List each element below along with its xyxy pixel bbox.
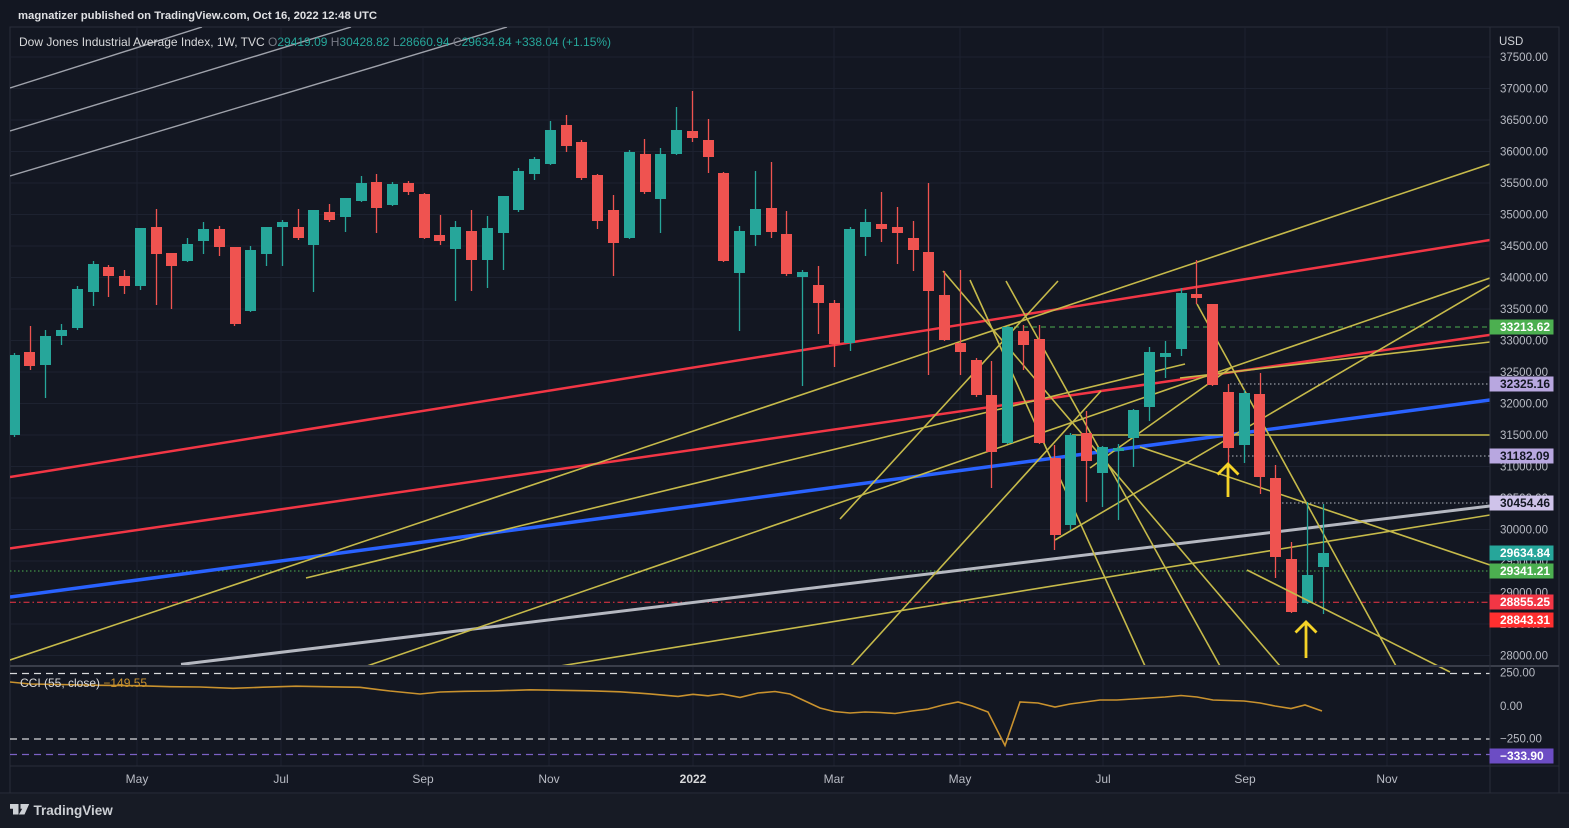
svg-text:Mar: Mar <box>824 772 845 786</box>
svg-text:28855.25: 28855.25 <box>1500 595 1550 609</box>
svg-text:−333.90: −333.90 <box>1500 749 1544 763</box>
svg-text:31000.00: 31000.00 <box>1500 462 1548 474</box>
svg-text:36000.00: 36000.00 <box>1500 147 1548 159</box>
svg-text:35000.00: 35000.00 <box>1500 210 1548 222</box>
svg-text:31500.00: 31500.00 <box>1500 430 1548 442</box>
svg-text:Jul: Jul <box>1095 772 1110 786</box>
svg-text:CCI (55, close) −149.55: CCI (55, close) −149.55 <box>20 676 147 690</box>
svg-text:−250.00: −250.00 <box>1500 734 1542 746</box>
svg-text:Sep: Sep <box>412 772 434 786</box>
svg-text:37000.00: 37000.00 <box>1500 84 1548 96</box>
svg-text:37500.00: 37500.00 <box>1500 52 1548 64</box>
svg-text:33000.00: 33000.00 <box>1500 336 1548 348</box>
svg-text:32500.00: 32500.00 <box>1500 367 1548 379</box>
svg-text:Nov: Nov <box>1376 772 1397 786</box>
svg-text:250.00: 250.00 <box>1500 668 1535 680</box>
svg-text:30454.46: 30454.46 <box>1500 496 1550 510</box>
svg-text:32325.16: 32325.16 <box>1500 377 1550 391</box>
svg-text:Dow Jones Industrial Average I: Dow Jones Industrial Average Index, 1W, … <box>19 35 611 49</box>
svg-text:30000.00: 30000.00 <box>1500 525 1548 537</box>
svg-text:34000.00: 34000.00 <box>1500 273 1548 285</box>
svg-text:May: May <box>949 772 972 786</box>
svg-text:36500.00: 36500.00 <box>1500 115 1548 127</box>
svg-text:33500.00: 33500.00 <box>1500 304 1548 316</box>
svg-text:TradingView: TradingView <box>34 803 114 818</box>
svg-text:0.00: 0.00 <box>1500 701 1522 713</box>
svg-text:2022: 2022 <box>680 772 707 786</box>
svg-text:28843.31: 28843.31 <box>1500 613 1550 627</box>
svg-text:Sep: Sep <box>1234 772 1256 786</box>
svg-text:29634.84: 29634.84 <box>1500 546 1550 560</box>
svg-text:33213.62: 33213.62 <box>1500 320 1550 334</box>
svg-text:Jul: Jul <box>273 772 288 786</box>
svg-text:Nov: Nov <box>538 772 559 786</box>
svg-text:32000.00: 32000.00 <box>1500 399 1548 411</box>
svg-text:29341.21: 29341.21 <box>1500 564 1550 578</box>
svg-text:May: May <box>126 772 149 786</box>
svg-text:USD: USD <box>1499 36 1523 48</box>
svg-text:28000.00: 28000.00 <box>1500 651 1548 663</box>
svg-text:34500.00: 34500.00 <box>1500 241 1548 253</box>
svg-text:31182.09: 31182.09 <box>1500 449 1550 463</box>
svg-text:35500.00: 35500.00 <box>1500 178 1548 190</box>
svg-text:magnatizer published on Tradin: magnatizer published on TradingView.com,… <box>18 10 377 22</box>
